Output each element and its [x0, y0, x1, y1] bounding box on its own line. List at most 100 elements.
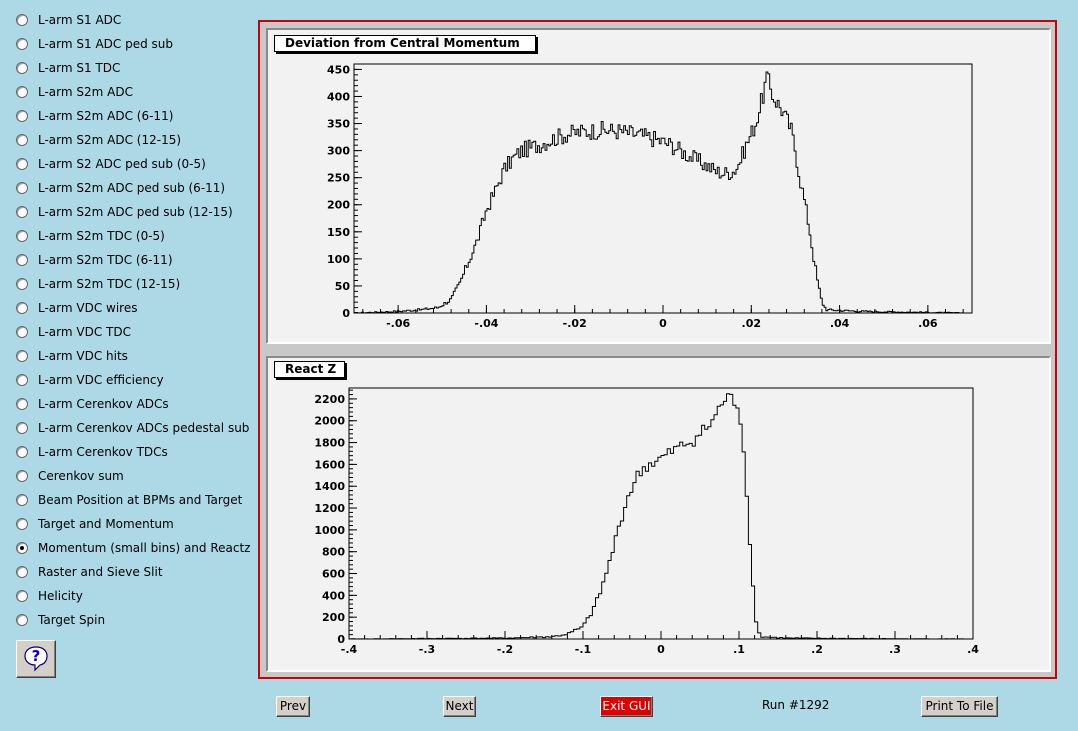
radio-option-label: L-arm Cerenkov TDCs — [38, 445, 168, 459]
radio-selected-icon[interactable] — [16, 542, 28, 554]
radio-option-label: Helicity — [38, 589, 83, 603]
radio-option[interactable]: L-arm S2m ADC ped sub (6-11) — [16, 178, 225, 198]
reactz-y-tick-label: 0 — [337, 633, 345, 646]
momentum-x-tick-label: -.06 — [386, 317, 410, 330]
radio-unselected-icon[interactable] — [16, 254, 28, 266]
radio-unselected-icon[interactable] — [16, 326, 28, 338]
radio-option[interactable]: L-arm VDC efficiency — [16, 370, 164, 390]
radio-unselected-icon[interactable] — [16, 398, 28, 410]
radio-option[interactable]: Helicity — [16, 586, 83, 606]
radio-option[interactable]: L-arm S2m ADC ped sub (12-15) — [16, 202, 233, 222]
reactz-y-tick-label: 400 — [322, 589, 345, 602]
radio-unselected-icon[interactable] — [16, 134, 28, 146]
reactz-y-tick-label: 800 — [322, 546, 345, 559]
radio-unselected-icon[interactable] — [16, 470, 28, 482]
radio-option-label: L-arm S2m ADC ped sub (6-11) — [38, 181, 226, 195]
radio-option[interactable]: L-arm S1 ADC ped sub — [16, 34, 173, 54]
radio-option-label: Beam Position at BPMs and Target — [38, 493, 243, 507]
radio-option-label: L-arm S2m ADC — [38, 85, 133, 99]
radio-option[interactable]: L-arm VDC wires — [16, 298, 137, 318]
radio-option[interactable]: L-arm S2m ADC (6-11) — [16, 106, 173, 126]
reactz-y-tick-label: 1400 — [314, 480, 345, 493]
radio-unselected-icon[interactable] — [16, 422, 28, 434]
radio-option[interactable]: L-arm Cerenkov ADCs — [16, 394, 169, 414]
reactz-y-tick-label: 2200 — [314, 393, 345, 406]
radio-option[interactable]: L-arm Cerenkov ADCs pedestal sub — [16, 418, 249, 438]
radio-option[interactable]: Cerenkov sum — [16, 466, 124, 486]
question-mark-icon: ? — [24, 646, 48, 672]
reactz-x-tick-label: 0 — [657, 643, 665, 656]
reactz-plot-title: React Z — [274, 361, 345, 378]
radio-unselected-icon[interactable] — [16, 518, 28, 530]
radio-option-label: L-arm VDC hits — [38, 349, 128, 363]
momentum-x-tick-label: .06 — [918, 317, 938, 330]
radio-option[interactable]: L-arm S1 ADC — [16, 10, 121, 30]
radio-option[interactable]: L-arm Cerenkov TDCs — [16, 442, 168, 462]
momentum-y-tick-label: 350 — [327, 118, 350, 131]
radio-unselected-icon[interactable] — [16, 494, 28, 506]
radio-option[interactable]: Raster and Sieve Slit — [16, 562, 163, 582]
radio-unselected-icon[interactable] — [16, 38, 28, 50]
radio-unselected-icon[interactable] — [16, 158, 28, 170]
help-button[interactable]: ? — [16, 640, 56, 678]
radio-option-label: Raster and Sieve Slit — [38, 565, 163, 579]
momentum-y-tick-label: 400 — [327, 90, 350, 103]
radio-option[interactable]: Target and Momentum — [16, 514, 174, 534]
radio-option[interactable]: L-arm S2 ADC ped sub (0-5) — [16, 154, 206, 174]
momentum-y-tick-label: 300 — [327, 145, 350, 158]
radio-unselected-icon[interactable] — [16, 446, 28, 458]
radio-option-label: Target Spin — [38, 613, 106, 627]
reactz-x-tick-label: -.4 — [341, 643, 358, 656]
reactz-y-tick-label: 1800 — [314, 437, 345, 450]
next-button[interactable]: Next — [443, 696, 476, 717]
prev-button[interactable]: Prev — [276, 696, 310, 717]
radio-option-label: Momentum (small bins) and Reactz — [38, 541, 251, 555]
momentum-y-tick-label: 450 — [327, 63, 350, 76]
radio-unselected-icon[interactable] — [16, 302, 28, 314]
radio-unselected-icon[interactable] — [16, 86, 28, 98]
radio-unselected-icon[interactable] — [16, 566, 28, 578]
radio-option[interactable]: Target Spin — [16, 610, 105, 630]
radio-option-label: L-arm S1 TDC — [38, 61, 121, 75]
radio-unselected-icon[interactable] — [16, 206, 28, 218]
radio-unselected-icon[interactable] — [16, 62, 28, 74]
radio-option-label: L-arm S2m TDC (12-15) — [38, 277, 181, 291]
radio-option[interactable]: L-arm S2m TDC (12-15) — [16, 274, 180, 294]
momentum-x-tick-label: .02 — [742, 317, 762, 330]
reactz-y-tick-label: 1000 — [314, 524, 345, 537]
radio-unselected-icon[interactable] — [16, 374, 28, 386]
reactz-y-tick-label: 600 — [322, 568, 345, 581]
radio-option[interactable]: L-arm S2m ADC (12-15) — [16, 130, 181, 150]
radio-option-label: L-arm Cerenkov ADCs — [38, 397, 169, 411]
radio-option-label: L-arm Cerenkov ADCs pedestal sub — [38, 421, 250, 435]
radio-unselected-icon[interactable] — [16, 278, 28, 290]
reactz-x-tick-label: .2 — [811, 643, 823, 656]
radio-option-label: L-arm S2m ADC (6-11) — [38, 109, 174, 123]
radio-unselected-icon[interactable] — [16, 614, 28, 626]
radio-option[interactable]: Momentum (small bins) and Reactz — [16, 538, 250, 558]
radio-unselected-icon[interactable] — [16, 590, 28, 602]
svg-text:?: ? — [32, 647, 41, 665]
momentum-x-tick-label: -.04 — [474, 317, 498, 330]
print-to-file-button[interactable]: Print To File — [921, 696, 998, 717]
radio-option-label: L-arm VDC efficiency — [38, 373, 164, 387]
radio-unselected-icon[interactable] — [16, 230, 28, 242]
reactz-x-tick-label: -.2 — [497, 643, 513, 656]
radio-option-label: Cerenkov sum — [38, 469, 124, 483]
radio-option[interactable]: L-arm VDC hits — [16, 346, 128, 366]
radio-unselected-icon[interactable] — [16, 350, 28, 362]
reactz-plot-pad: React Z 0 200 400 600 800 1000 1200 1400 1600 180… — [266, 356, 1051, 672]
momentum-x-tick-label: .04 — [830, 317, 850, 330]
radio-option-label: L-arm S2m TDC (0-5) — [38, 229, 165, 243]
radio-unselected-icon[interactable] — [16, 182, 28, 194]
radio-option[interactable]: L-arm S2m TDC (6-11) — [16, 250, 173, 270]
radio-option[interactable]: Beam Position at BPMs and Target — [16, 490, 242, 510]
radio-option[interactable]: L-arm S1 TDC — [16, 58, 120, 78]
radio-option[interactable]: L-arm VDC TDC — [16, 322, 131, 342]
radio-unselected-icon[interactable] — [16, 110, 28, 122]
radio-unselected-icon[interactable] — [16, 14, 28, 26]
radio-option-label: L-arm S2m TDC (6-11) — [38, 253, 173, 267]
exit-gui-button[interactable]: Exit GUI — [600, 696, 653, 717]
radio-option[interactable]: L-arm S2m ADC — [16, 82, 133, 102]
radio-option[interactable]: L-arm S2m TDC (0-5) — [16, 226, 165, 246]
